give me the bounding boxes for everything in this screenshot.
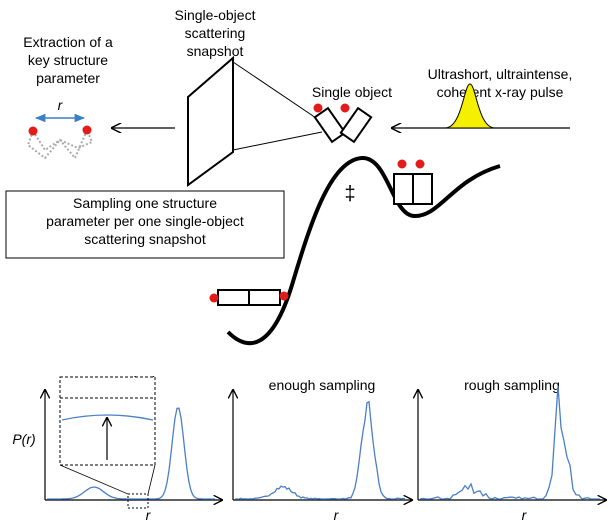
object-block	[315, 108, 345, 142]
molecule-outline	[28, 130, 92, 158]
pulse-label: coherent x-ray pulse	[437, 84, 564, 100]
panel-title: rough sampling	[464, 377, 560, 393]
detector	[188, 58, 233, 185]
distance-label: r	[58, 97, 64, 113]
zoom-box	[128, 494, 148, 508]
distribution-curve	[420, 386, 600, 499]
cone-line	[233, 62, 322, 122]
snapshot-label: snapshot	[187, 43, 244, 59]
x-label: r	[334, 507, 340, 523]
pulse-label: Ultrashort, ultraintense,	[428, 66, 573, 82]
atom	[280, 292, 289, 301]
sampling-text: parameter per one single-object	[46, 213, 244, 229]
atom	[314, 104, 323, 113]
x-label: r	[146, 507, 152, 523]
snapshot-label: Single-object	[175, 7, 256, 23]
sampling-text: Sampling one structure	[73, 195, 217, 211]
extraction-label: key structure	[28, 52, 108, 68]
distribution-curve	[235, 402, 405, 499]
extraction-label: Extraction of a	[23, 34, 113, 50]
snapshot-label: scattering	[185, 25, 246, 41]
figure: Single-object scattering snapshot Extrac…	[0, 0, 612, 524]
transition-mark: ‡	[344, 183, 355, 205]
panel-title: enough sampling	[269, 377, 376, 393]
sampling-text: scattering snapshot	[84, 231, 206, 247]
zoom-line	[60, 465, 128, 494]
atom	[416, 160, 425, 169]
atom	[83, 126, 92, 135]
atom	[29, 127, 38, 136]
extraction-label: parameter	[36, 70, 100, 86]
object-label: Single object	[312, 84, 392, 100]
x-label: r	[522, 507, 528, 523]
atom	[210, 294, 219, 303]
atom	[341, 104, 350, 113]
object-block	[341, 108, 371, 142]
zoom-line	[148, 465, 155, 494]
atom	[398, 160, 407, 169]
y-label: P(r)	[12, 431, 35, 447]
cone-line	[233, 132, 322, 150]
